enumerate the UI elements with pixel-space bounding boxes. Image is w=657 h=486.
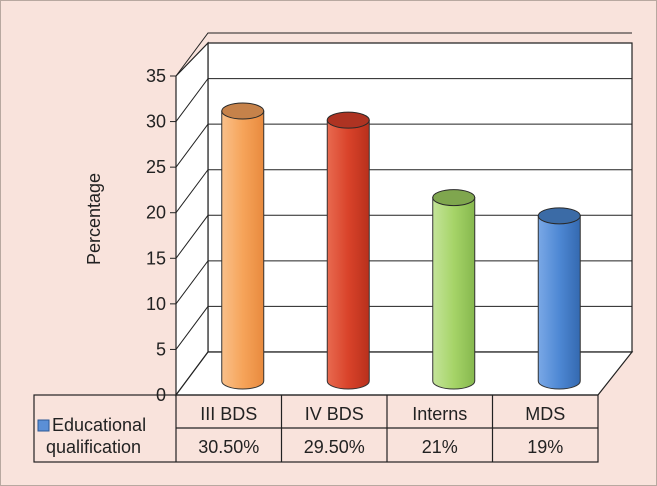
gridlines <box>175 32 632 350</box>
gridline <box>175 123 632 168</box>
y-tick-label: 35 <box>146 66 166 86</box>
gridline <box>175 169 632 214</box>
bar-mds <box>537 207 581 390</box>
y-tick-label: 15 <box>146 248 166 268</box>
gridline <box>175 214 632 259</box>
value-label: 21% <box>422 437 458 457</box>
bar-iii-bds <box>221 102 265 390</box>
gridline <box>175 78 632 122</box>
y-tick-label: 25 <box>146 157 166 177</box>
category-label: IV BDS <box>305 404 364 424</box>
gridline <box>175 260 632 305</box>
legend-swatch <box>37 419 50 432</box>
y-tick-label: 20 <box>146 203 166 223</box>
y-axis-title: Percentage <box>84 173 104 265</box>
bars <box>221 102 581 390</box>
y-tick-label: 30 <box>146 112 166 132</box>
gridline <box>175 32 632 77</box>
y-tick-label: 10 <box>146 294 166 314</box>
legend-label-line2: qualification <box>46 437 141 457</box>
category-label: Interns <box>412 404 467 424</box>
category-label: MDS <box>525 404 565 424</box>
gridline <box>175 305 632 350</box>
data-table: Educational qualification III BDS 30.50% I… <box>33 394 599 463</box>
bar-iv-bds <box>326 111 370 390</box>
value-label: 30.50% <box>198 437 259 457</box>
value-label: 19% <box>527 437 563 457</box>
y-tick-label: 5 <box>156 339 166 359</box>
value-label: 29.50% <box>304 437 365 457</box>
category-label: III BDS <box>200 404 257 424</box>
bar-interns <box>432 189 476 390</box>
legend-label-line1: Educational <box>52 415 146 435</box>
